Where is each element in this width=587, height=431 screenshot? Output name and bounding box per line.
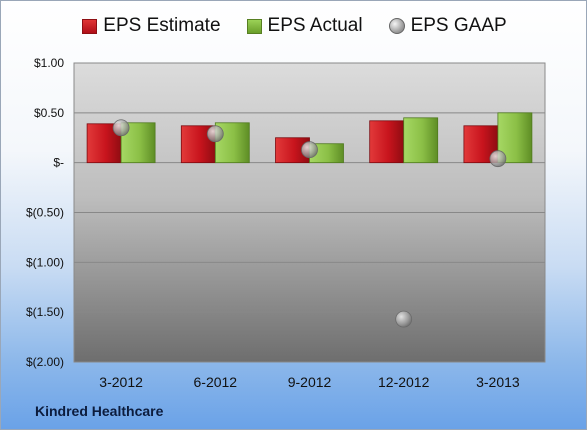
y-tick-label: $(2.00)	[26, 355, 64, 369]
gaap-markers	[112, 119, 507, 328]
legend-swatch-actual	[246, 18, 262, 34]
gaap-marker	[395, 310, 413, 328]
y-tick-label: $(1.50)	[26, 305, 64, 319]
legend-item-estimate: EPS Estimate	[82, 15, 221, 37]
legend-label-estimate: EPS Estimate	[103, 15, 221, 36]
x-tick-label: 9-2012	[288, 374, 332, 390]
x-tick-labels: 3-2012 6-2012 9-2012 12-2012 3-2013	[99, 374, 520, 390]
y-tick-label: $0.50	[34, 106, 64, 120]
legend-item-gaap: EPS GAAP	[388, 15, 507, 37]
y-tick-label: $(1.00)	[26, 255, 64, 269]
y-tick-labels: $1.00 $0.50 $- $(0.50) $(1.00) $(1.50) $(2.00)	[26, 56, 64, 369]
estimate-bar	[369, 120, 405, 164]
gaap-marker	[206, 125, 224, 143]
legend: EPS Estimate EPS Actual EPS GAAP	[1, 15, 587, 37]
x-tick-label: 3-2012	[99, 374, 143, 390]
legend-label-gaap: EPS GAAP	[410, 15, 507, 36]
gaap-marker	[489, 150, 507, 168]
y-tick-label: $-	[53, 156, 64, 170]
actual-bar	[403, 117, 439, 164]
gaap-marker	[112, 119, 130, 137]
x-tick-label: 3-2013	[476, 374, 520, 390]
x-tick-label: 6-2012	[194, 374, 238, 390]
legend-swatch-gaap	[388, 18, 405, 34]
legend-swatch-estimate	[82, 18, 98, 34]
x-tick-label: 12-2012	[378, 374, 430, 390]
y-tick-label: $1.00	[34, 56, 64, 70]
legend-item-actual: EPS Actual	[246, 15, 363, 37]
y-tick-label: $(0.50)	[26, 206, 64, 220]
legend-label-actual: EPS Actual	[267, 15, 363, 36]
bars	[86, 112, 533, 164]
gaap-marker	[301, 141, 318, 159]
company-name: Kindred Healthcare	[35, 403, 164, 419]
